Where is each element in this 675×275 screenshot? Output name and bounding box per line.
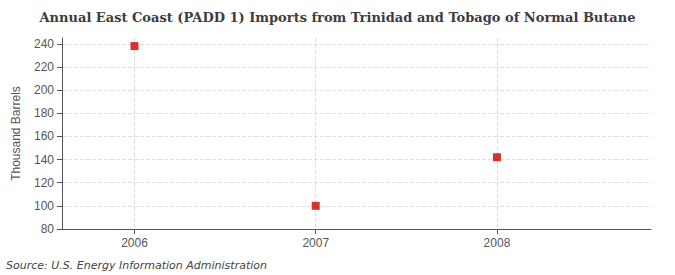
svg-text:2006: 2006 — [121, 236, 148, 250]
svg-text:180: 180 — [34, 106, 54, 120]
svg-text:80: 80 — [41, 222, 55, 236]
svg-text:2007: 2007 — [302, 236, 329, 250]
svg-text:220: 220 — [34, 60, 54, 74]
svg-text:140: 140 — [34, 153, 54, 167]
svg-text:240: 240 — [34, 37, 54, 51]
svg-text:120: 120 — [34, 176, 54, 190]
svg-text:100: 100 — [34, 199, 54, 213]
svg-text:160: 160 — [34, 129, 54, 143]
svg-text:2008: 2008 — [484, 236, 511, 250]
svg-text:200: 200 — [34, 83, 54, 97]
svg-text:Annual East Coast (PADD 1) Imp: Annual East Coast (PADD 1) Imports from … — [39, 10, 636, 25]
svg-text:Source: U.S. Energy Informatio: Source: U.S. Energy Information Administ… — [6, 259, 267, 272]
svg-text:Thousand Barrels: Thousand Barrels — [9, 86, 23, 181]
